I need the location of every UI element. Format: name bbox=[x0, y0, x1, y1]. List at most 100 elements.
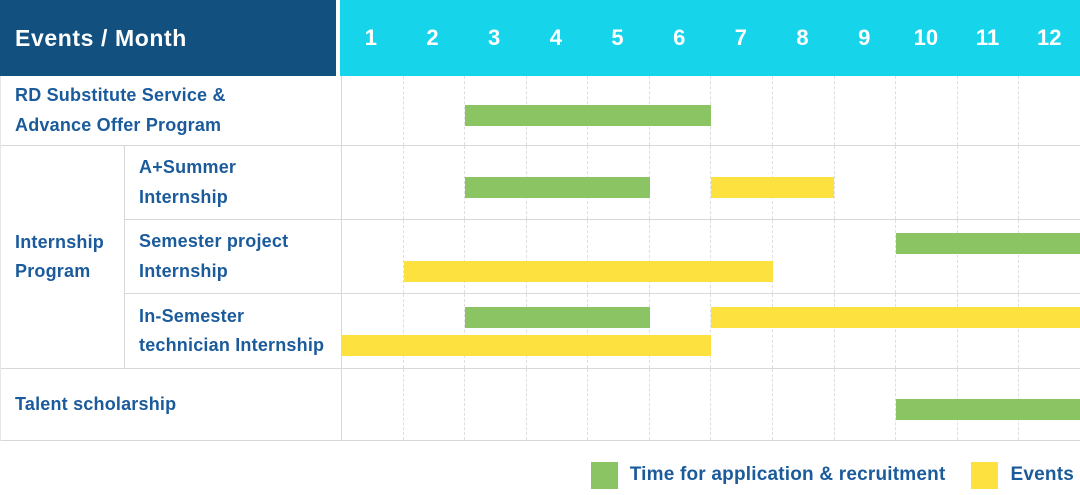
row-label: Internship Program bbox=[15, 228, 104, 286]
legend-item-events: Events bbox=[971, 462, 1074, 489]
events-bar bbox=[711, 177, 834, 198]
month-column bbox=[342, 220, 403, 293]
month-column bbox=[526, 369, 588, 440]
internship-program-group: Internship Program A+Summer Internship Sem… bbox=[1, 146, 1080, 369]
month-column bbox=[649, 146, 711, 219]
month-header-cell: 9 bbox=[833, 0, 895, 76]
sub-label-cell: Semester project Internship bbox=[124, 220, 341, 293]
month-column bbox=[526, 294, 588, 368]
month-column bbox=[342, 146, 403, 219]
table-row-a-plus-summer-internship: A+Summer Internship bbox=[124, 146, 1080, 220]
month-column bbox=[834, 369, 896, 440]
month-column bbox=[772, 220, 834, 293]
table-row-semester-project-internship: Semester project Internship bbox=[124, 220, 1080, 294]
recruitment-bar bbox=[465, 307, 650, 328]
events-bar bbox=[711, 307, 1080, 328]
month-column bbox=[957, 294, 1019, 368]
month-column bbox=[342, 76, 403, 145]
month-header-cell: 5 bbox=[587, 0, 649, 76]
table-row-talent-scholarship: Talent scholarship bbox=[1, 369, 1080, 441]
month-column bbox=[587, 294, 649, 368]
row-label: Talent scholarship bbox=[15, 390, 341, 419]
month-column bbox=[587, 369, 649, 440]
month-grid bbox=[341, 76, 1080, 145]
legend-label: Events bbox=[1010, 464, 1074, 486]
month-column bbox=[895, 146, 957, 219]
row-label: Semester project Internship bbox=[139, 227, 341, 285]
month-column bbox=[772, 76, 834, 145]
month-column bbox=[526, 220, 588, 293]
row-label-cell: RD Substitute Service & Advance Offer Pr… bbox=[1, 76, 341, 145]
month-grid bbox=[341, 294, 1080, 368]
month-column bbox=[464, 220, 526, 293]
month-header-cell: 1 bbox=[340, 0, 402, 76]
month-column bbox=[649, 294, 711, 368]
row-label-cell: Talent scholarship bbox=[1, 369, 341, 440]
month-column bbox=[342, 369, 403, 440]
month-column bbox=[834, 76, 896, 145]
month-grid bbox=[341, 220, 1080, 293]
month-column bbox=[834, 146, 896, 219]
events-month-header-cell: Events / Month bbox=[0, 0, 336, 76]
month-column bbox=[772, 294, 834, 368]
month-column bbox=[464, 294, 526, 368]
month-column bbox=[834, 220, 896, 293]
recruitment-bar bbox=[896, 233, 1080, 254]
group-label-cell: Internship Program bbox=[1, 146, 124, 368]
month-column bbox=[649, 220, 711, 293]
month-column bbox=[403, 76, 465, 145]
month-column bbox=[710, 294, 772, 368]
legend-item-recruitment: Time for application & recruitment bbox=[591, 462, 946, 489]
events-month-label: Events / Month bbox=[15, 25, 187, 52]
month-column bbox=[403, 220, 465, 293]
month-column bbox=[587, 220, 649, 293]
legend: Time for application & recruitment Events bbox=[0, 441, 1080, 495]
month-column bbox=[403, 369, 465, 440]
month-header-cell: 10 bbox=[895, 0, 957, 76]
month-column bbox=[342, 294, 403, 368]
legend-label: Time for application & recruitment bbox=[630, 464, 946, 486]
row-label: A+Summer Internship bbox=[139, 153, 341, 211]
month-column bbox=[957, 220, 1019, 293]
sub-label-cell: In-Semester technician Internship bbox=[124, 294, 341, 368]
month-column bbox=[895, 294, 957, 368]
events-legend-swatch bbox=[971, 462, 998, 489]
month-header-cell: 3 bbox=[463, 0, 525, 76]
month-column bbox=[403, 294, 465, 368]
table-row-in-semester-technician-internship: In-Semester technician Internship bbox=[124, 294, 1080, 368]
row-label: In-Semester technician Internship bbox=[139, 302, 341, 360]
month-column bbox=[710, 76, 772, 145]
month-column bbox=[403, 146, 465, 219]
month-header-cell: 2 bbox=[402, 0, 464, 76]
recruitment-bar bbox=[465, 177, 650, 198]
month-header-cell: 6 bbox=[648, 0, 710, 76]
month-column bbox=[1018, 76, 1080, 145]
recruitment-bar bbox=[896, 399, 1080, 420]
month-column bbox=[710, 220, 772, 293]
events-bar bbox=[342, 335, 711, 356]
month-column bbox=[1018, 146, 1080, 219]
month-header-cell: 8 bbox=[772, 0, 834, 76]
table-body: RD Substitute Service & Advance Offer Pr… bbox=[0, 76, 1080, 441]
month-column bbox=[957, 146, 1019, 219]
month-column bbox=[649, 369, 711, 440]
month-column bbox=[834, 294, 896, 368]
month-column bbox=[895, 220, 957, 293]
month-grid bbox=[341, 369, 1080, 440]
month-header-cell: 11 bbox=[957, 0, 1019, 76]
recruitment-legend-swatch bbox=[591, 462, 618, 489]
month-header-cell: 4 bbox=[525, 0, 587, 76]
events-bar bbox=[404, 261, 773, 282]
group-rows: A+Summer Internship Semester project Inte… bbox=[124, 146, 1080, 368]
month-column bbox=[772, 369, 834, 440]
month-column bbox=[710, 369, 772, 440]
month-column bbox=[957, 76, 1019, 145]
recruitment-bar bbox=[465, 105, 711, 126]
month-header-cell: 12 bbox=[1018, 0, 1080, 76]
month-column bbox=[1018, 220, 1080, 293]
month-header-cell: 7 bbox=[710, 0, 772, 76]
month-column bbox=[895, 76, 957, 145]
